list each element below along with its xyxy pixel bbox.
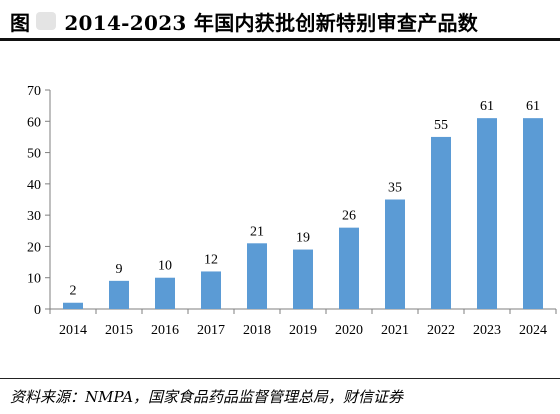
data-label: 55	[434, 118, 448, 133]
data-label: 19	[296, 231, 310, 246]
x-tick-label: 2016	[151, 323, 179, 338]
data-label: 2	[70, 284, 77, 299]
data-label: 26	[342, 209, 356, 224]
data-label: 61	[526, 99, 540, 114]
bar	[63, 302, 83, 309]
data-label: 10	[158, 259, 172, 274]
y-tick-label: 70	[27, 84, 41, 99]
title-rule	[0, 38, 560, 41]
y-tick-label: 30	[27, 209, 41, 224]
x-tick-label: 2014	[59, 323, 87, 338]
bar	[109, 280, 129, 309]
x-tick-label: 2019	[289, 323, 317, 338]
bar	[339, 227, 359, 309]
x-tick-label: 2020	[335, 323, 363, 338]
x-tick-label: 2018	[243, 323, 271, 338]
x-tick-label: 2023	[473, 323, 501, 338]
x-tick-label: 2017	[197, 323, 225, 338]
y-tick-label: 0	[34, 303, 41, 318]
y-tick-label: 50	[27, 147, 41, 162]
bar-chart: 0 10 20 30 40 50 60 70 2 2014 9 2015 10 2016 12 2017 21 2…	[27, 84, 557, 338]
redacted-mark	[36, 12, 57, 30]
data-label: 9	[116, 262, 123, 277]
y-tick-label: 60	[27, 115, 41, 130]
bar	[293, 249, 313, 309]
data-label: 21	[250, 224, 264, 239]
data-label: 61	[480, 99, 494, 114]
bar	[523, 118, 543, 310]
source-rule	[0, 378, 560, 379]
data-label: 35	[388, 181, 402, 196]
bar	[201, 271, 221, 309]
bar	[247, 243, 267, 309]
y-tick-label: 20	[27, 240, 41, 255]
figure-title: 图 2014-2023 年国内获批创新特别审查产品数	[10, 4, 558, 38]
bar	[477, 118, 497, 310]
data-label: 12	[204, 252, 218, 267]
bar	[155, 277, 175, 309]
x-tick-label: 2024	[519, 323, 547, 338]
x-tick-label: 2015	[105, 323, 133, 338]
source-note: 资料来源：NMPA，国家食品药品监督管理总局，财信证券	[10, 388, 404, 406]
bar	[385, 199, 405, 309]
y-tick-label: 10	[27, 272, 41, 287]
y-tick-label: 40	[27, 178, 41, 193]
x-tick-label: 2021	[381, 323, 409, 338]
bar	[431, 136, 451, 309]
x-tick-label: 2022	[427, 323, 455, 338]
figure-label: 图	[10, 10, 31, 35]
chart-title: 2014-2023 年国内获批创新特别审查产品数	[64, 10, 479, 35]
